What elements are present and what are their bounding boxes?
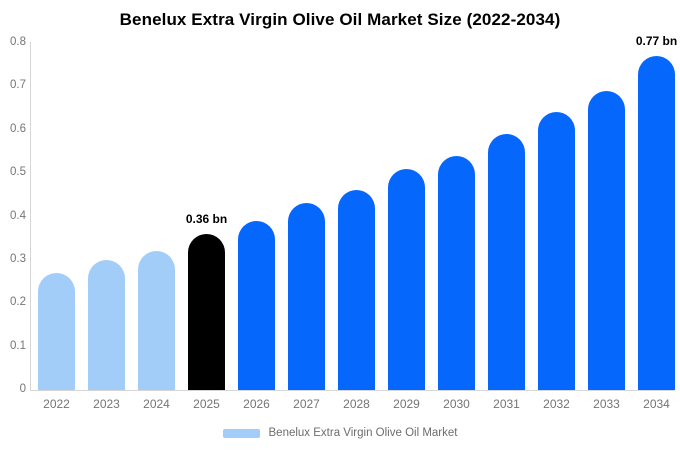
y-tick-label: 0.4: [10, 209, 26, 222]
chart-title: Benelux Extra Virgin Olive Oil Market Si…: [119, 10, 561, 29]
y-tick-label: 0.2: [10, 296, 26, 309]
bar-2023[interactable]: [88, 259, 125, 390]
y-tick-label: 0.7: [10, 79, 26, 92]
legend-swatch: [222, 428, 260, 438]
y-axis-line: [30, 42, 31, 391]
x-tick-label-2034: 2034: [643, 397, 670, 411]
bar-2027[interactable]: [288, 203, 325, 390]
y-tick-label: 0.3: [10, 252, 26, 265]
bar-2025[interactable]: [188, 233, 225, 390]
bar-2024[interactable]: [138, 251, 175, 390]
bar-2032[interactable]: [538, 112, 575, 390]
legend[interactable]: Benelux Extra Virgin Olive Oil Market: [0, 425, 680, 441]
bar-2031[interactable]: [488, 134, 525, 390]
y-tick-label: 0.8: [10, 36, 26, 48]
bar-2033[interactable]: [588, 90, 625, 390]
x-tick-label-2033: 2033: [593, 397, 620, 411]
x-tick-label-2028: 2028: [343, 397, 370, 411]
x-tick-label-2031: 2031: [493, 397, 520, 411]
x-tick-label-2024: 2024: [143, 397, 170, 411]
x-tick-label-2032: 2032: [543, 397, 570, 411]
bar-2028[interactable]: [338, 190, 375, 390]
bar-value-label-2034: 0.77 bn: [635, 34, 678, 48]
y-tick-label: 0.5: [10, 166, 26, 179]
x-axis-line: [30, 390, 674, 391]
bar-2030[interactable]: [438, 155, 475, 390]
bar-2029[interactable]: [388, 168, 425, 390]
x-tick-label-2029: 2029: [393, 397, 420, 411]
x-tick-label-2023: 2023: [93, 397, 120, 411]
x-tick-label-2022: 2022: [43, 397, 70, 411]
bar-2034[interactable]: [638, 56, 675, 390]
legend-label: Benelux Extra Virgin Olive Oil Market: [268, 427, 458, 439]
y-tick-label: 0: [19, 383, 26, 395]
bar-2026[interactable]: [238, 220, 275, 390]
x-tick-label-2027: 2027: [293, 397, 320, 411]
bar-2022[interactable]: [38, 272, 75, 390]
y-tick-label: 0.6: [10, 122, 26, 135]
x-tick-label-2026: 2026: [243, 397, 270, 411]
bar-value-label-2025: 0.36 bn: [185, 211, 228, 226]
x-tick-label-2030: 2030: [443, 397, 470, 411]
x-tick-label-2025: 2025: [193, 397, 220, 411]
y-tick-label: 0.1: [10, 339, 26, 352]
